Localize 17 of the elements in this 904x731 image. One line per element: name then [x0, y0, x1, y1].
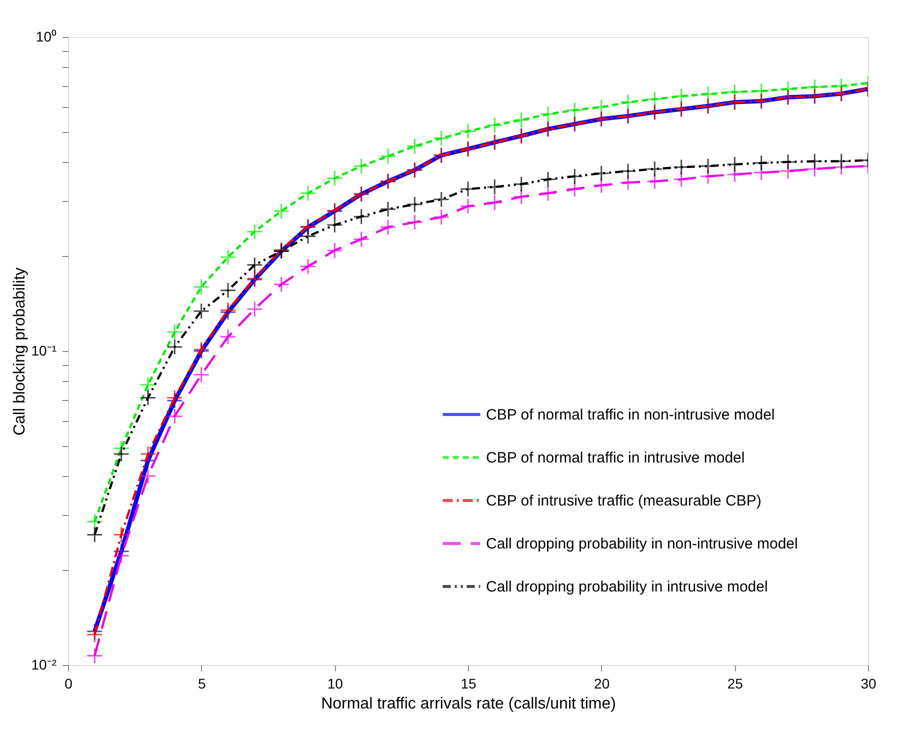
- y-tick-label: 10⁻¹: [31, 342, 57, 358]
- y-tick-label: 10⁰: [36, 28, 56, 44]
- x-tick-label: 5: [198, 676, 206, 692]
- legend-label: CBP of intrusive traffic (measurable CBP): [486, 492, 762, 510]
- x-tick-label: 15: [460, 676, 476, 692]
- x-tick-label: 10: [327, 676, 344, 692]
- x-axis-title: Normal traffic arrivals rate (calls/unit time): [321, 696, 616, 712]
- legend-label: CBP of normal traffic in intrusive model: [486, 450, 745, 466]
- legend-label: Call dropping probability in non-intrusive model: [486, 536, 798, 552]
- y-axis-title: Call blocking probability: [11, 267, 28, 436]
- x-tick-label: 0: [64, 676, 73, 692]
- x-tick-label: 20: [594, 676, 610, 692]
- y-tick-label: 10⁻²: [31, 656, 57, 672]
- legend-label: Call dropping probability in intrusive model: [486, 578, 768, 596]
- x-tick-label: 25: [727, 676, 744, 692]
- x-tick-label: 30: [860, 676, 876, 692]
- legend-label: CBP of normal traffic in non-intrusive model: [486, 406, 775, 424]
